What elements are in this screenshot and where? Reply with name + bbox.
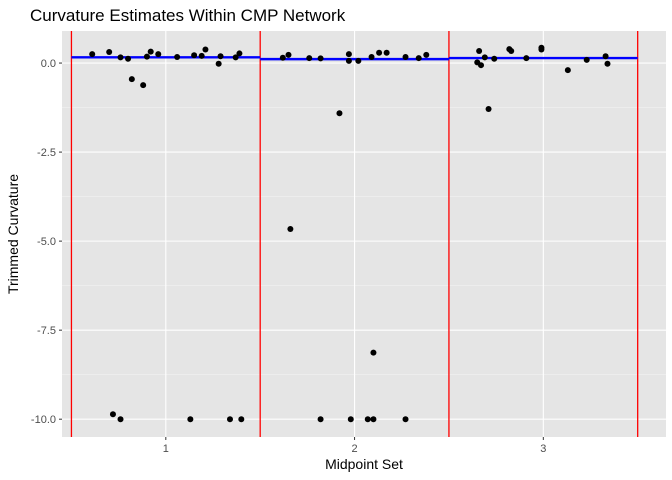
y-tick-label: -2.5 <box>37 147 56 159</box>
y-tick-label: -10.0 <box>31 414 56 426</box>
data-point <box>368 53 375 60</box>
data-point <box>155 51 162 58</box>
data-point <box>226 416 233 423</box>
data-point <box>125 55 132 62</box>
data-point <box>174 53 181 60</box>
data-point <box>89 51 96 58</box>
data-point <box>117 416 124 423</box>
data-point <box>317 416 324 423</box>
group-boundaries <box>70 31 639 437</box>
data-point <box>217 53 224 60</box>
y-axis: 0.0 -2.5 -5.0 -7.5 -10.0 <box>31 58 62 426</box>
data-point <box>538 46 545 53</box>
data-point <box>491 55 498 62</box>
data-point <box>287 226 294 233</box>
data-point <box>355 57 362 64</box>
data-points <box>89 44 611 423</box>
data-point <box>236 50 243 57</box>
data-point <box>383 49 390 56</box>
data-point <box>602 53 609 60</box>
data-point <box>215 60 222 67</box>
data-point <box>140 82 147 89</box>
data-point <box>109 411 116 418</box>
data-point <box>232 54 239 61</box>
data-point <box>370 416 377 423</box>
data-point <box>238 416 245 423</box>
data-point <box>347 416 354 423</box>
data-point <box>564 67 571 74</box>
data-point <box>478 62 485 69</box>
data-point <box>117 54 124 61</box>
data-point <box>481 54 488 61</box>
data-point <box>604 60 611 67</box>
data-point <box>402 416 409 423</box>
x-axis-title: Midpoint Set <box>325 456 403 472</box>
data-point <box>583 56 590 63</box>
data-point <box>147 48 154 55</box>
data-point <box>191 52 198 59</box>
data-point <box>423 51 430 58</box>
data-point <box>187 416 194 423</box>
data-point <box>523 55 530 62</box>
y-tick-label: -7.5 <box>37 325 56 337</box>
data-point <box>106 49 113 56</box>
data-point <box>370 349 377 356</box>
x-axis: 1 2 3 <box>163 437 546 455</box>
data-point <box>202 46 209 53</box>
y-tick-label: -5.0 <box>37 236 56 248</box>
plot-panel <box>62 31 666 437</box>
data-point <box>476 47 483 54</box>
chart-title: Curvature Estimates Within CMP Network <box>30 6 346 25</box>
x-tick-label: 2 <box>352 443 358 455</box>
data-point <box>345 51 352 58</box>
data-point <box>279 54 286 61</box>
data-point <box>143 53 150 60</box>
data-point <box>128 76 135 83</box>
data-point <box>508 47 515 54</box>
x-tick-label: 1 <box>163 443 169 455</box>
x-tick-label: 3 <box>540 443 546 455</box>
y-tick-label: 0.0 <box>41 58 56 70</box>
data-point <box>345 57 352 64</box>
data-point <box>198 52 205 59</box>
data-point <box>306 55 313 62</box>
data-point <box>402 53 409 60</box>
data-point <box>285 51 292 58</box>
data-point <box>336 110 343 117</box>
data-point <box>376 49 383 56</box>
data-point <box>364 416 371 423</box>
data-point <box>317 55 324 62</box>
data-point <box>485 105 492 112</box>
y-axis-title: Trimmed Curvature <box>5 174 21 294</box>
data-point <box>415 55 422 62</box>
